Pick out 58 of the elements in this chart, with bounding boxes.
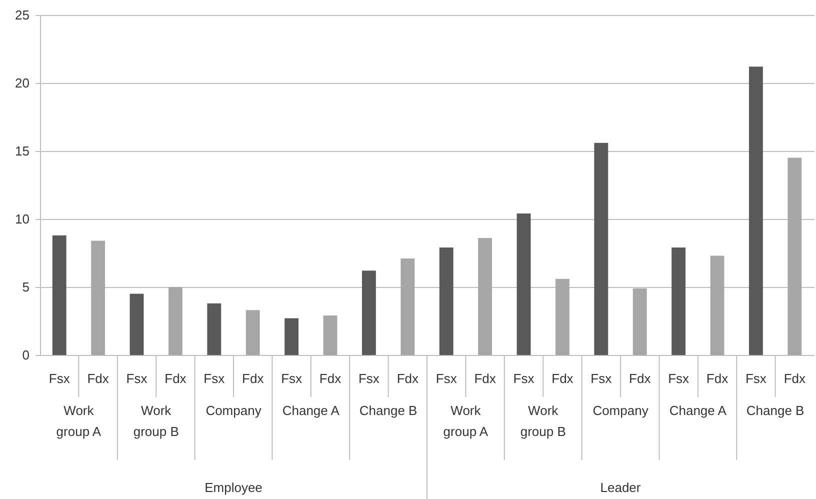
bar [478,238,492,355]
x-tick-label: Fsx [590,371,612,386]
text: Company [206,403,262,418]
bar [710,256,724,355]
y-tick-label: 0 [22,348,30,362]
bar [323,316,338,355]
bar [284,318,299,355]
x-tick-label: Fdx [706,371,729,386]
bar [168,287,182,355]
bar [207,303,222,355]
bar [52,235,66,355]
bar [439,248,454,355]
bar [130,294,144,355]
bar [246,310,260,355]
bar [362,270,376,355]
x-tick-label: Fdx [164,371,187,386]
y-tick-label: 10 [15,212,30,226]
x-tick-label: Fdx [474,371,496,386]
x-tick-label: Fsx [126,371,148,386]
text: Change A [282,403,340,418]
text: Work group B [133,403,179,439]
bar [516,214,531,355]
x-tick-label: Fsx [513,371,535,386]
x-tick-label: Fdx [552,371,574,386]
text: Leader [600,480,642,495]
bar [632,288,647,355]
x-tick-label: Fdx [396,371,419,386]
x-tick-label: Fdx [629,371,652,386]
x-tick-label: Fdx [242,371,264,386]
bar [400,258,415,355]
bar [672,248,686,355]
x-tick-label: Fsx [204,371,226,386]
x-tick-label: Fdx [784,371,806,386]
bar [594,142,608,355]
text: Work group B [520,403,566,439]
x-tick-label: Fsx [281,371,303,386]
bar [555,278,570,355]
bar [91,240,106,355]
x-tick-label: Fdx [319,371,342,386]
text: Company [592,403,649,418]
text: Change B [359,403,418,418]
text: Work group A [443,403,488,439]
x-tick-label: Fsx [436,371,458,386]
x-tick-label: Fsx [668,371,690,386]
text: Employee [204,480,262,495]
y-tick-label: 25 [15,8,30,22]
x-tick-label: Fsx [745,371,767,386]
x-tick-label: Fsx [358,371,380,386]
text: Change A [669,403,727,418]
bar [748,66,763,355]
y-tick-label: 20 [15,76,30,90]
y-tick-label: 15 [15,144,30,158]
y-tick-label: 5 [22,280,30,294]
text: Change B [746,403,804,418]
x-tick-label: Fsx [48,371,70,386]
x-tick-label: Fdx [87,371,110,386]
bar [788,158,802,355]
text: Work group A [56,403,102,439]
